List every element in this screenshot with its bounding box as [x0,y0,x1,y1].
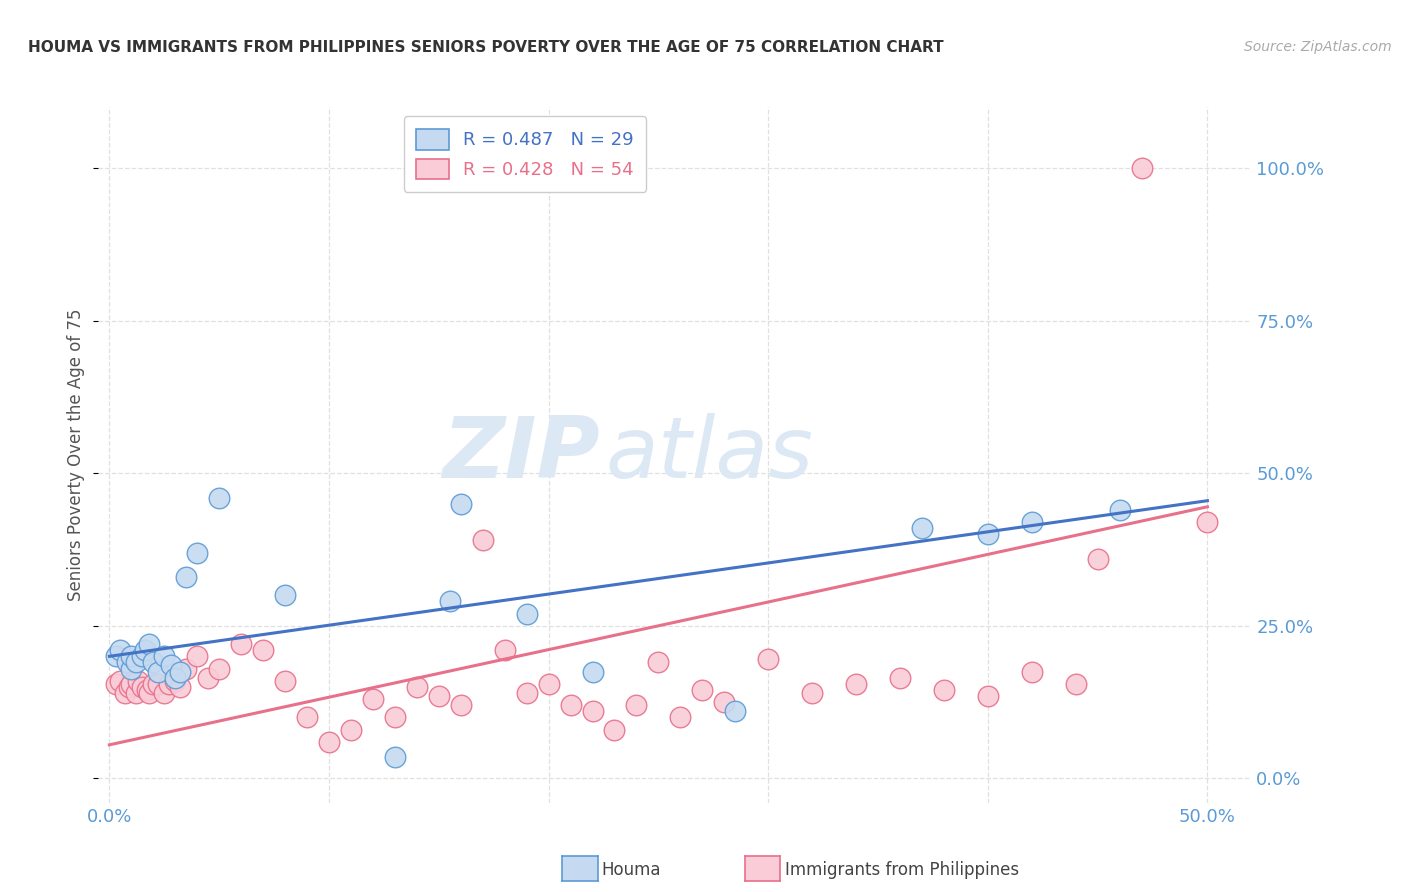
Point [146,665,169,679]
Point [208,661,231,675]
Point [169,665,191,679]
Point [169,680,191,694]
Point [318,735,340,749]
Point [104,649,127,664]
Point [186,649,208,664]
Legend: R = 0.487   N = 29, R = 0.428   N = 54: R = 0.487 N = 29, R = 0.428 N = 54 [404,116,647,192]
Point [138,637,160,651]
Point [127,673,149,688]
Point [157,677,180,691]
Point [1087,551,1109,566]
Point [581,704,603,718]
Point [1197,515,1219,529]
Point [197,671,219,685]
Point [845,677,868,691]
Point [911,521,934,535]
Point [174,570,197,584]
Point [295,710,318,724]
Point [1130,161,1153,175]
Point [231,637,253,651]
Point [439,594,461,608]
Point [450,698,472,713]
Point [1108,503,1130,517]
Point [427,689,450,703]
Point [1021,515,1043,529]
Point [165,673,187,688]
Point [494,643,516,657]
Point [384,710,406,724]
Point [932,682,955,697]
Point [153,649,176,664]
Point [208,491,231,505]
Point [1064,677,1087,691]
Point [118,680,141,694]
Point [125,656,148,670]
Y-axis label: Seniors Poverty Over the Age of 75: Seniors Poverty Over the Age of 75 [67,309,86,601]
Text: atlas: atlas [606,413,814,497]
Point [104,677,127,691]
Point [131,680,153,694]
Point [603,723,626,737]
Text: Source: ZipAtlas.com: Source: ZipAtlas.com [1244,40,1392,54]
Point [560,698,582,713]
Point [1021,665,1043,679]
Point [692,682,714,697]
Point [977,689,1000,703]
Point [120,661,142,675]
Point [361,692,384,706]
Point [626,698,648,713]
Point [120,677,142,691]
Point [146,677,169,691]
Point [138,686,160,700]
Point [142,677,165,691]
Point [669,710,692,724]
Point [450,497,472,511]
Point [120,649,142,664]
Point [174,661,197,675]
Point [114,686,136,700]
Point [756,652,779,666]
Point [581,665,603,679]
Point [801,686,824,700]
Point [340,723,363,737]
Point [274,588,297,602]
Text: Immigrants from Philippines: Immigrants from Philippines [785,861,1019,879]
Point [537,677,560,691]
Point [110,643,132,657]
Point [110,673,132,688]
Point [405,680,427,694]
Point [186,545,208,559]
Point [274,673,297,688]
Point [516,607,538,621]
Point [516,686,538,700]
Point [135,682,157,697]
Point [889,671,911,685]
Point [252,643,274,657]
Point [977,527,1000,541]
Point [142,656,165,670]
Text: ZIP: ZIP [443,413,600,497]
Text: HOUMA VS IMMIGRANTS FROM PHILIPPINES SENIORS POVERTY OVER THE AGE OF 75 CORRELAT: HOUMA VS IMMIGRANTS FROM PHILIPPINES SEN… [28,40,943,55]
Point [647,656,669,670]
Point [471,533,494,548]
Point [384,750,406,764]
Point [160,658,183,673]
Point [153,686,176,700]
Point [131,649,153,664]
Point [134,643,156,657]
Point [125,686,148,700]
Point [115,656,138,670]
Point [165,671,187,685]
Point [713,695,735,709]
Point [724,704,747,718]
Text: Houma: Houma [602,861,661,879]
